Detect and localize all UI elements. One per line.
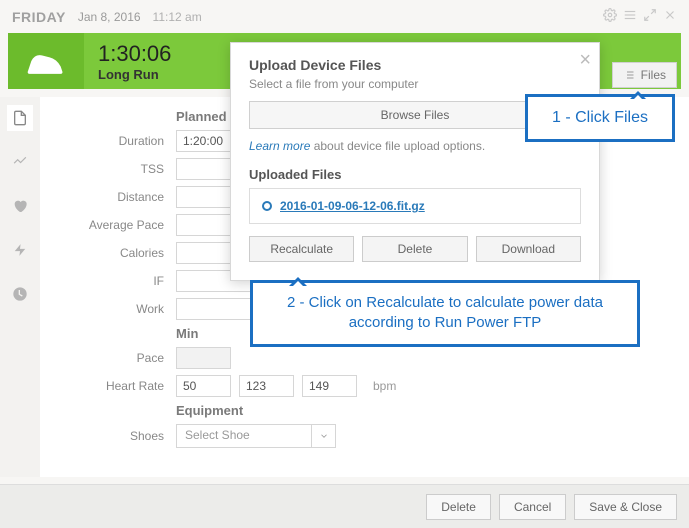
uploaded-file-link[interactable]: 2016-01-09-06-12-06.fit.gz (280, 199, 425, 213)
clock-icon (12, 286, 28, 302)
tab-power[interactable] (7, 237, 33, 263)
row-hr: Heart Rate bpm (56, 375, 673, 397)
run-icon (8, 33, 84, 89)
close-icon[interactable] (663, 8, 677, 25)
learn-more-link[interactable]: Learn more (249, 139, 310, 153)
menu-icon[interactable] (623, 8, 637, 25)
input-hr-avg[interactable] (239, 375, 294, 397)
window-controls (603, 8, 677, 25)
equipment-header: Equipment (176, 403, 673, 418)
tab-chart[interactable] (7, 149, 33, 175)
tab-summary[interactable] (7, 105, 33, 131)
label-calories: Calories (56, 246, 176, 260)
side-tabs (0, 97, 40, 477)
modal-delete-button[interactable]: Delete (362, 236, 467, 262)
label-avgpace: Average Pace (56, 218, 176, 232)
label-work: Work (56, 302, 176, 316)
window-header: FRIDAY Jan 8, 2016 11:12 am (0, 0, 689, 29)
label-tss: TSS (56, 162, 176, 176)
select-shoes-value: Select Shoe (177, 425, 311, 447)
lightning-icon (13, 241, 27, 259)
label-pace: Pace (56, 351, 176, 365)
modal-title: Upload Device Files (249, 57, 581, 73)
date-label: Jan 8, 2016 (78, 10, 141, 24)
unit-bpm: bpm (373, 379, 396, 393)
input-work[interactable] (176, 298, 256, 320)
upload-modal: × Upload Device Files Select a file from… (230, 42, 600, 281)
heart-icon (11, 198, 29, 214)
callout-1: 1 - Click Files (525, 94, 675, 142)
select-shoes[interactable]: Select Shoe (176, 424, 336, 448)
input-pace-min[interactable] (176, 347, 231, 369)
recalculate-button[interactable]: Recalculate (249, 236, 354, 262)
input-hr-max[interactable] (302, 375, 357, 397)
label-duration: Duration (56, 134, 176, 148)
modal-actions: Recalculate Delete Download (249, 236, 581, 262)
label-hr: Heart Rate (56, 379, 176, 393)
time-label: 11:12 am (153, 10, 202, 24)
label-if: IF (56, 274, 176, 288)
footer-delete-button[interactable]: Delete (426, 494, 491, 520)
modal-subtitle: Select a file from your computer (249, 77, 581, 91)
label-distance: Distance (56, 190, 176, 204)
day-label: FRIDAY (12, 9, 66, 25)
download-button[interactable]: Download (476, 236, 581, 262)
expand-icon[interactable] (643, 8, 657, 25)
footer-cancel-button[interactable]: Cancel (499, 494, 566, 520)
tab-heart[interactable] (7, 193, 33, 219)
callout-2: 2 - Click on Recalculate to calculate po… (250, 280, 640, 347)
row-shoes: Shoes Select Shoe (56, 424, 673, 448)
tab-time[interactable] (7, 281, 33, 307)
chevron-down-icon (311, 425, 335, 447)
label-shoes: Shoes (56, 429, 176, 443)
radio-icon[interactable] (262, 201, 272, 211)
modal-close-icon[interactable]: × (579, 49, 591, 72)
row-pace: Pace (56, 347, 673, 369)
chart-icon (11, 155, 29, 169)
footer-bar: Delete Cancel Save & Close (0, 484, 689, 528)
list-icon (623, 69, 635, 81)
uploaded-header: Uploaded Files (249, 167, 581, 182)
page-icon (12, 109, 28, 127)
uploaded-file-row: 2016-01-09-06-12-06.fit.gz (249, 188, 581, 224)
files-button-label: Files (641, 68, 666, 82)
footer-save-button[interactable]: Save & Close (574, 494, 677, 520)
input-hr-min[interactable] (176, 375, 231, 397)
gear-icon[interactable] (603, 8, 617, 25)
